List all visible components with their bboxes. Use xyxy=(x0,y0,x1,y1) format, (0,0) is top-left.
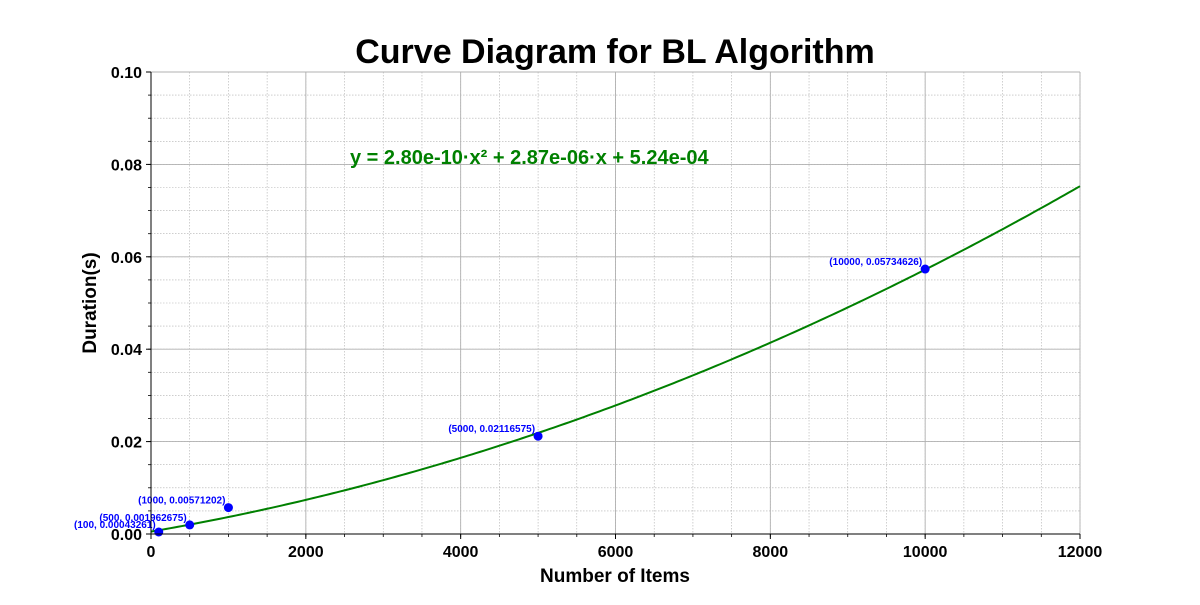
x-tick-label: 8000 xyxy=(753,544,789,561)
data-point-label: (1000, 0.00571202) xyxy=(138,496,225,507)
data-point-label: (500, 0.001962675) xyxy=(99,513,186,524)
fit-equation: y = 2.80e-10·x² + 2.87e-06·x + 5.24e-04 xyxy=(350,147,709,169)
y-axis-label: Duration(s) xyxy=(80,252,101,353)
data-point xyxy=(223,503,233,513)
y-tick-label: 0.10 xyxy=(111,65,142,82)
y-tick-label: 0.04 xyxy=(111,342,142,359)
data-point xyxy=(185,520,195,530)
data-point xyxy=(533,431,543,441)
x-tick-label: 0 xyxy=(147,544,156,561)
data-point xyxy=(920,264,930,274)
data-point-label: (100, 0.00043261) xyxy=(74,520,156,531)
chart-title: Curve Diagram for BL Algorithm xyxy=(355,33,875,71)
y-tick-label: 0.00 xyxy=(111,527,142,544)
data-point-label: (5000, 0.02116575) xyxy=(448,424,535,435)
x-tick-label: 4000 xyxy=(443,544,479,561)
tick-labels: 0 2000 4000 6000 8000 10000 12000 0.00 0.02 0.04 0… xyxy=(111,65,1102,561)
data-points: (100, 0.00043261)(500, 0.001962675) (1000… xyxy=(74,257,930,537)
x-tick-label: 10000 xyxy=(903,544,948,561)
x-tick-label: 6000 xyxy=(598,544,634,561)
grid xyxy=(150,71,1081,535)
y-tick-label: 0.02 xyxy=(111,435,142,452)
x-tick-label: 2000 xyxy=(288,544,324,561)
y-tick-label: 0.08 xyxy=(111,157,142,174)
x-axis-label: Number of Items xyxy=(540,566,690,587)
x-tick-label: 12000 xyxy=(1058,544,1103,561)
y-tick-label: 0.06 xyxy=(111,250,142,267)
data-point-label: (10000, 0.05734626) xyxy=(829,257,922,268)
axes xyxy=(146,71,1081,539)
